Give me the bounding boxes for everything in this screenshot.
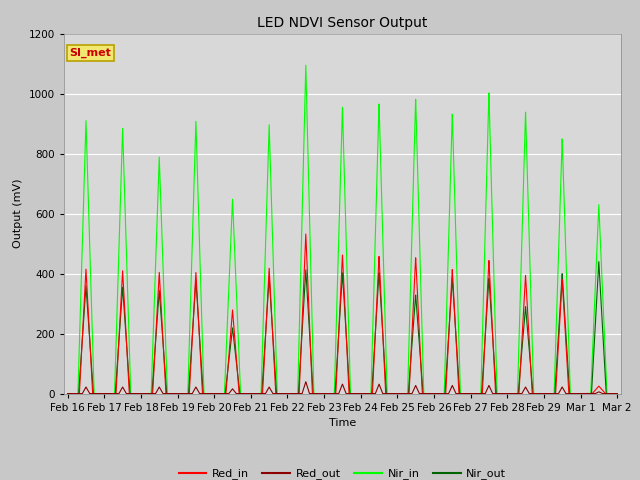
X-axis label: Time: Time: [329, 418, 356, 428]
Y-axis label: Output (mV): Output (mV): [13, 179, 23, 248]
Title: LED NDVI Sensor Output: LED NDVI Sensor Output: [257, 16, 428, 30]
Legend: Red_in, Red_out, Nir_in, Nir_out: Red_in, Red_out, Nir_in, Nir_out: [174, 464, 511, 480]
Text: SI_met: SI_met: [70, 48, 111, 58]
